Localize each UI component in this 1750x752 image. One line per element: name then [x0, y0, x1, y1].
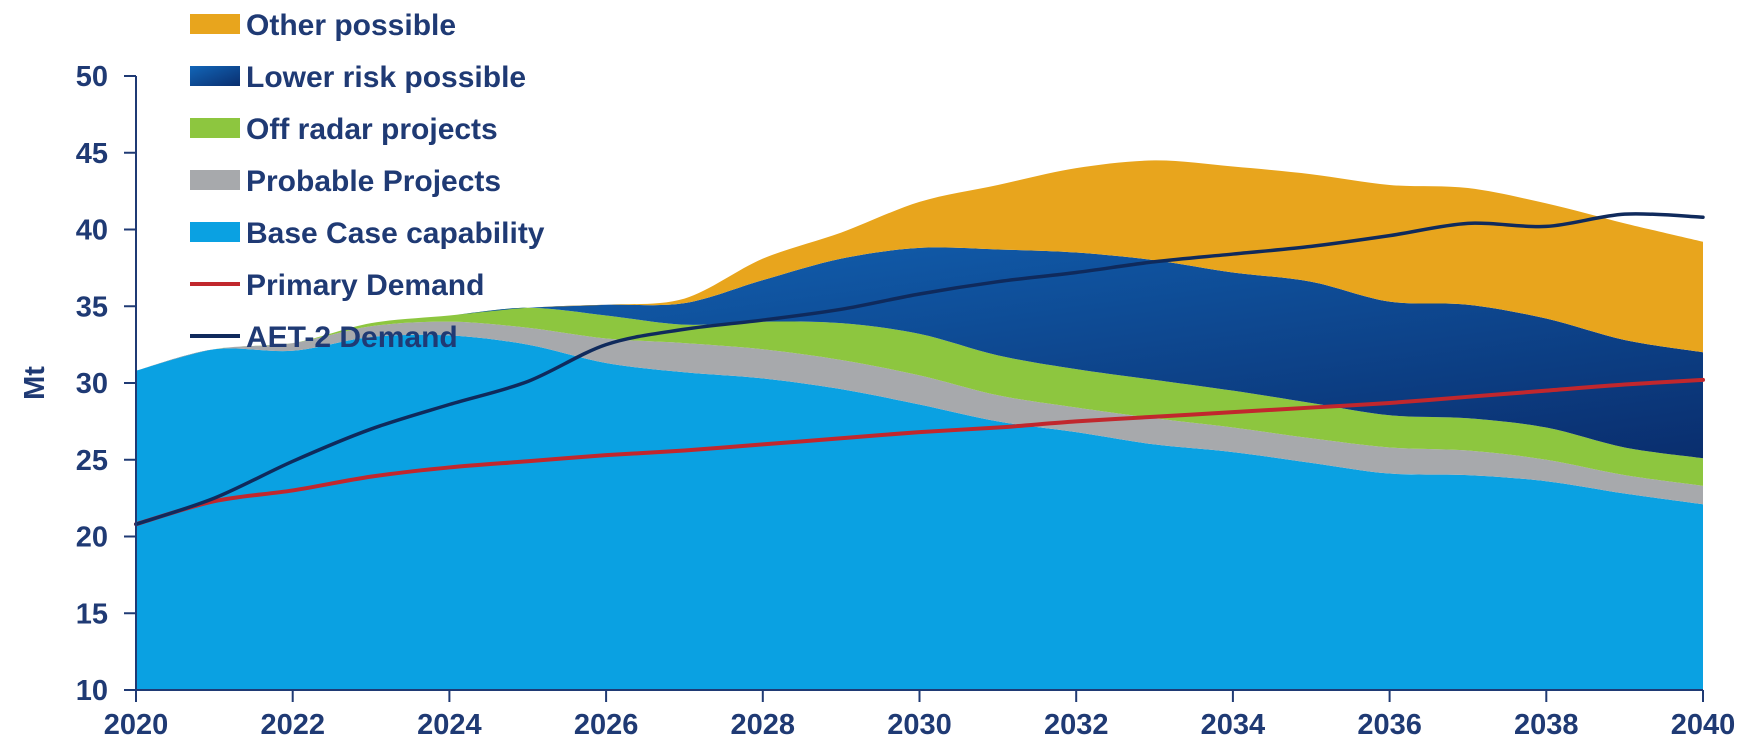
legend-label: Other possible [246, 9, 456, 42]
legend-item-primary-demand: Primary Demand [190, 269, 484, 302]
area-probable-projects [136, 321, 1703, 505]
legend-item-lower-risk-possible: Lower risk possible [190, 61, 526, 94]
x-tick-label: 2036 [1357, 709, 1422, 741]
legend-swatch [190, 118, 240, 138]
area-off-radar-projects [136, 307, 1703, 486]
y-tick-label: 35 [76, 291, 108, 323]
x-tick-label: 2030 [887, 709, 952, 741]
x-tick-label: 2028 [731, 709, 796, 741]
y-tick-label: 10 [76, 675, 108, 707]
area-lower-risk-possible [136, 247, 1703, 459]
x-axis-ticks: 2020 2022 2024 2026 2028 2030 2032 2034 2036 2038… [104, 690, 1736, 741]
y-tick-label: 20 [76, 522, 108, 554]
legend-swatch [190, 66, 240, 86]
area-other-possible [136, 160, 1703, 371]
legend-item-base-case-capability: Base Case capability [190, 217, 545, 250]
x-tick-label: 2022 [260, 709, 325, 741]
legend-label: Lower risk possible [246, 61, 526, 94]
legend-item-aet-2-demand: AET-2 Demand [190, 321, 458, 354]
x-tick-label: 2034 [1201, 709, 1266, 741]
y-axis-ticks: 10 15 20 25 30 35 40 45 50 [76, 61, 136, 707]
x-tick-label: 2040 [1671, 709, 1736, 741]
legend-swatch [190, 14, 240, 34]
x-tick-label: 2038 [1514, 709, 1579, 741]
x-tick-label: 2024 [417, 709, 482, 741]
stacked-areas [136, 160, 1703, 690]
legend-swatch [190, 222, 240, 242]
legend: Other possible Lower risk possible Off rad… [190, 9, 545, 354]
y-tick-label: 15 [76, 598, 108, 630]
legend-label: Off radar projects [246, 113, 498, 146]
legend-item-off-radar-projects: Off radar projects [190, 113, 498, 146]
legend-label: Probable Projects [246, 165, 501, 198]
line-primary-demand [134, 377, 1705, 527]
line-aet-2-demand [134, 212, 1705, 526]
legend-label: Primary Demand [246, 269, 484, 302]
legend-label: Base Case capability [246, 217, 545, 250]
y-tick-label: 50 [76, 61, 108, 93]
legend-label: AET-2 Demand [246, 321, 458, 354]
x-tick-label: 2020 [104, 709, 169, 741]
legend-item-probable-projects: Probable Projects [190, 165, 501, 198]
y-axis-title: Mt [19, 366, 51, 400]
y-tick-label: 25 [76, 445, 108, 477]
demand-lines [134, 212, 1705, 527]
x-tick-label: 2026 [574, 709, 639, 741]
y-tick-label: 30 [76, 368, 108, 400]
area-base-case-capability [136, 334, 1703, 690]
legend-item-other-possible: Other possible [190, 9, 456, 42]
legend-swatch [190, 170, 240, 190]
y-tick-label: 45 [76, 138, 108, 170]
x-tick-label: 2032 [1044, 709, 1109, 741]
y-tick-label: 40 [76, 215, 108, 247]
